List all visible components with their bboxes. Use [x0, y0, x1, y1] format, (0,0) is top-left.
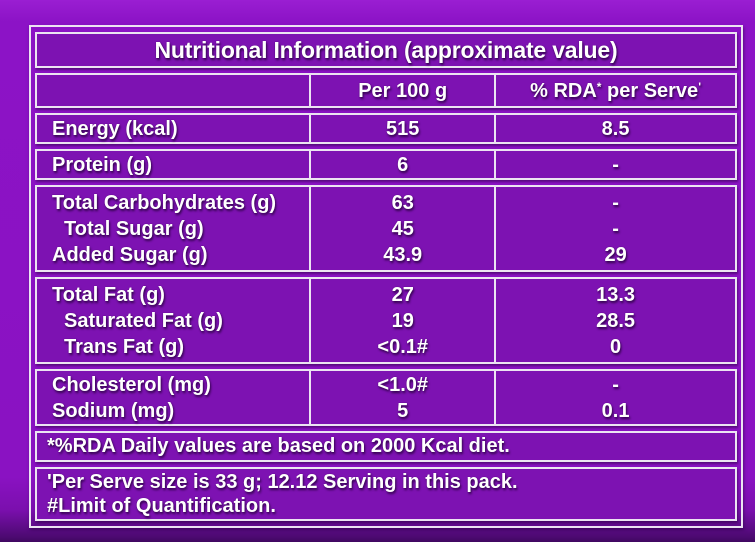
row-label: Trans Fat (g): [64, 335, 185, 358]
row-label: Sodium (mg): [52, 399, 175, 422]
nutrient-column-header: [37, 75, 309, 106]
serve-footnote-mark: ': [698, 79, 702, 94]
table-title-text: Nutritional Information (approximate val…: [154, 36, 618, 63]
row-label: Protein (g): [52, 153, 152, 176]
per-100g-value: <1.0#: [377, 373, 428, 396]
column-header-row: Per 100 g % RDA* per Serve': [35, 73, 737, 108]
footnote-text: 'Per Serve size is 33 g; 12.12 Serving i…: [47, 471, 518, 493]
per-100g-value: 19: [391, 309, 414, 332]
per-100g-value: 6: [397, 153, 409, 176]
rda-per-serve-column-header: % RDA* per Serve': [494, 75, 735, 106]
rda-value: -: [612, 153, 619, 176]
rda-value: 29: [604, 243, 627, 266]
footnote-serving: 'Per Serve size is 33 g; 12.12 Serving i…: [35, 467, 737, 521]
per-100g-column-header: Per 100 g: [309, 75, 494, 106]
footnote-text: #Limit of Quantification.: [47, 495, 276, 517]
rda-value: 8.5: [601, 117, 630, 140]
row-label: Cholesterol (mg): [52, 373, 211, 396]
footnote-text: *%RDA Daily values are based on 2000 Kca…: [47, 435, 510, 457]
protein-row: Protein (g) 6 -: [35, 149, 737, 180]
per-100g-value: <0.1#: [377, 335, 428, 358]
energy-row: Energy (kcal) 515 8.5: [35, 113, 737, 144]
rda-value: 28.5: [596, 309, 636, 332]
rda-value: 13.3: [596, 283, 636, 306]
rda-value: -: [612, 217, 619, 240]
table-title: Nutritional Information (approximate val…: [35, 32, 737, 68]
nutrition-table: Nutritional Information (approximate val…: [29, 25, 743, 528]
row-label: Total Carbohydrates (g): [52, 191, 277, 214]
rda-value: 0.1: [601, 399, 630, 422]
row-label: Total Sugar (g): [64, 217, 204, 240]
per-100g-value: 45: [391, 217, 414, 240]
rda-value: -: [612, 191, 619, 214]
row-label: Added Sugar (g): [52, 243, 208, 266]
row-label: Total Fat (g): [52, 283, 165, 306]
per-100g-value: 5: [397, 399, 409, 422]
carbohydrates-group: Total Carbohydrates (g) Total Sugar (g) …: [35, 185, 737, 272]
row-label: Saturated Fat (g): [64, 309, 223, 332]
per-100g-value: 515: [386, 117, 420, 140]
rda-value: 0: [610, 335, 622, 358]
footnote-rda: *%RDA Daily values are based on 2000 Kca…: [35, 431, 737, 462]
rda-value: -: [612, 373, 619, 396]
fat-group: Total Fat (g) Saturated Fat (g) Trans Fa…: [35, 277, 737, 364]
cholesterol-sodium-group: Cholesterol (mg) Sodium (mg) <1.0# 5 - 0…: [35, 369, 737, 426]
rda-footnote-mark: *: [596, 79, 602, 94]
per-100g-value: 63: [391, 191, 414, 214]
row-label: Energy (kcal): [52, 117, 178, 140]
per-100g-value: 27: [391, 283, 414, 306]
per-100g-value: 43.9: [383, 243, 423, 266]
